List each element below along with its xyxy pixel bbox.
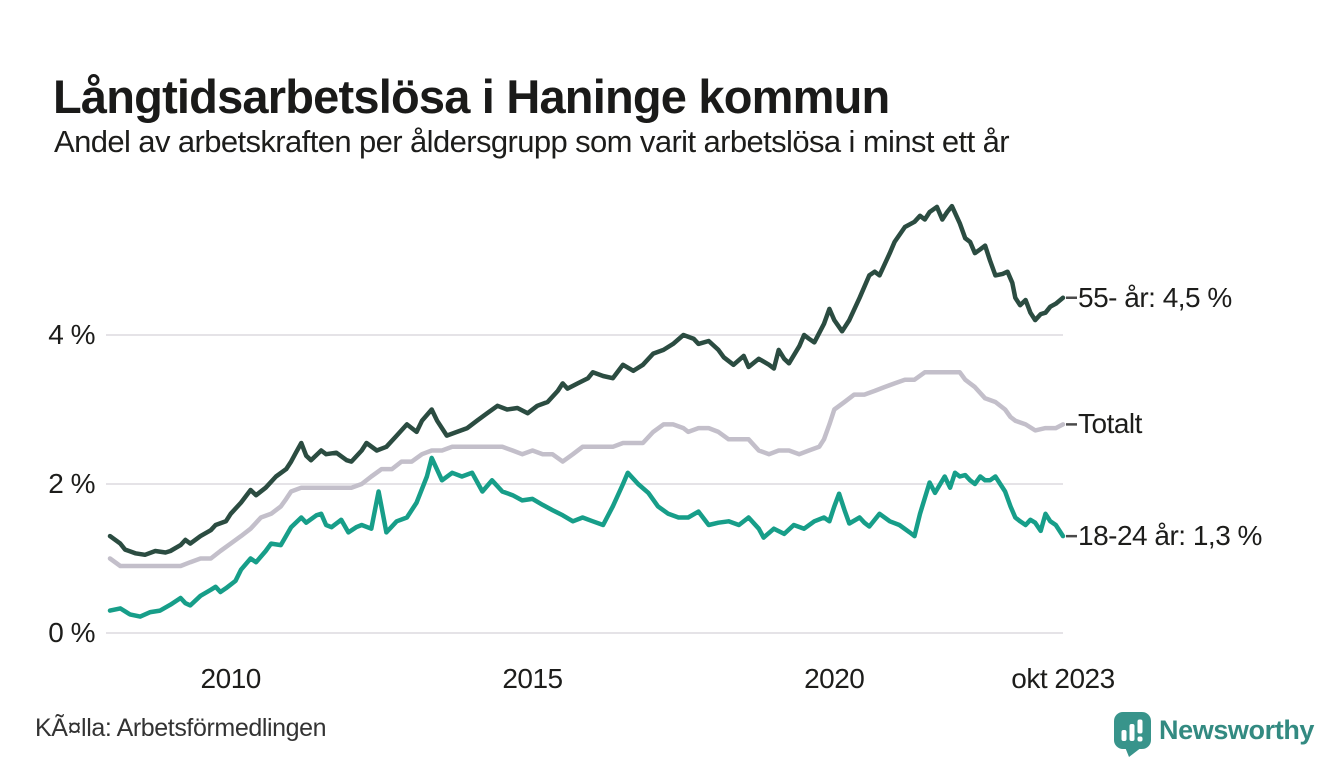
series-end-label-55-r: 55- år: 4,5 % bbox=[1078, 281, 1232, 313]
y-axis-tick-label: 0 % bbox=[48, 617, 95, 648]
page-subtitle: Andel av arbetskraften per åldersgrupp s… bbox=[54, 124, 1010, 159]
series-line-55-r bbox=[107, 203, 1066, 558]
y-axis-tick-label: 2 % bbox=[48, 468, 95, 499]
newsworthy-logo-icon bbox=[1114, 712, 1151, 757]
x-axis-tick-label: 2010 bbox=[200, 663, 262, 694]
page-title: Långtidsarbetslösa i Haninge kommun bbox=[53, 70, 890, 124]
newsworthy-wordmark: Newsworthy bbox=[1159, 715, 1315, 745]
x-axis-tick-label: 2015 bbox=[502, 663, 563, 694]
y-axis-tick-label: 4 % bbox=[48, 319, 95, 350]
series-line-totalt bbox=[107, 370, 1066, 569]
x-axis-tick-label: 2020 bbox=[804, 663, 865, 694]
newsworthy-logo: Newsworthy bbox=[1113, 709, 1333, 759]
series-end-label-18-24-r: 18-24 år: 1,3 % bbox=[1078, 520, 1262, 552]
series-line-18-24-r bbox=[107, 455, 1066, 619]
source-note: KÃ¤lla: Arbetsförmedlingen bbox=[35, 714, 327, 742]
x-axis-tick-label: okt 2023 bbox=[1011, 663, 1115, 694]
series-end-label-totalt: Totalt bbox=[1078, 408, 1142, 440]
